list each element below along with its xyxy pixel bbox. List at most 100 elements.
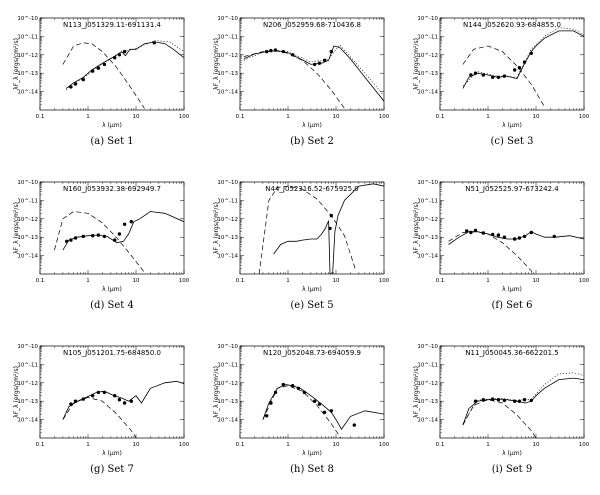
panel-title: N105_J051201.75-684850.0 (63, 349, 161, 357)
alternate-fit-curve (462, 27, 584, 87)
x-tick-label: 100 (179, 442, 190, 448)
best-fit-curve (273, 183, 384, 274)
photometry-point (273, 390, 278, 395)
x-tick-label: 1 (486, 442, 490, 448)
x-axis-label: λ (μm) (502, 286, 522, 293)
photometry-point (491, 232, 495, 237)
best-fit-curve (448, 231, 584, 245)
photometry-point (269, 401, 273, 405)
y-tick-label: 10^-11 (17, 362, 38, 368)
photometry-point (491, 75, 495, 80)
x-axis-label: λ (μm) (502, 122, 522, 129)
panel-caption: (b) Set 2 (290, 136, 334, 147)
panel-title: N51_J052525.97-673242.4 (465, 185, 559, 193)
x-axis-label: λ (μm) (102, 122, 122, 129)
y-axis-label: λF_λ (ergs/cm²/s) (413, 202, 420, 254)
best-fit-curve (462, 377, 584, 426)
photometry-point (69, 238, 73, 242)
plot-data-area (448, 228, 584, 274)
photometry-point (522, 398, 527, 402)
sed-panel: 0.1 1 10 100 10^-14 10^-13 10^-12 10^-11 10^-10 λ… (13, 180, 190, 311)
plot-data-area (462, 27, 584, 107)
sed-panel: 0.1 1 10 100 10^-14 10^-13 10^-12 10^-11 10^-10 λ… (413, 344, 590, 475)
y-tick-label: 10^-10 (217, 16, 238, 22)
plot-data-area (262, 382, 384, 438)
x-tick-label: 10 (533, 278, 540, 284)
photometry-point (329, 49, 333, 54)
sed-panel: 0.1 1 10 100 10^-14 10^-13 10^-12 10^-11 10^-10 λ… (213, 16, 390, 147)
photometry-point (269, 48, 273, 53)
y-tick-label: 10^-14 (17, 254, 38, 260)
x-tick-label: 10 (133, 442, 140, 448)
y-tick-label: 10^-12 (417, 217, 438, 223)
sed-panel: 0.1 1 10 100 10^-14 10^-13 10^-12 10^-11 10^-10 λ… (413, 16, 590, 147)
x-tick-label: 100 (179, 114, 190, 120)
x-tick-label: 10 (333, 442, 340, 448)
y-tick-label: 10^-12 (17, 217, 38, 223)
stellar-photosphere-curve (462, 399, 537, 438)
photometry-point (273, 48, 278, 52)
y-axis-label: λF_λ (ergs/cm²/s) (413, 366, 420, 418)
plot-frame (39, 17, 185, 111)
photometry-point (491, 397, 495, 401)
photometry-point (517, 236, 522, 240)
photometry-point (502, 398, 507, 403)
y-tick-label: 10^-11 (17, 34, 38, 40)
photometry-point (496, 398, 501, 402)
photometry-point (152, 41, 156, 45)
panel-caption: (h) Set 8 (290, 464, 334, 475)
photometry-point (522, 234, 527, 239)
y-tick-label: 10^-11 (417, 362, 438, 368)
photometry-point (322, 58, 327, 62)
y-tick-label: 10^-14 (217, 90, 238, 96)
x-tick-label: 1 (486, 278, 490, 284)
x-tick-label: 1 (86, 278, 90, 284)
panel-title: N160_J053932.38-692949.7 (63, 185, 161, 193)
alternate-fit-curve (65, 40, 184, 90)
y-tick-label: 10^-13 (17, 399, 38, 405)
y-axis-label: λF_λ (ergs/cm²/s) (213, 202, 220, 254)
x-tick-label: 1 (486, 114, 490, 120)
photometry-point (117, 232, 122, 236)
x-tick-label: 100 (179, 278, 190, 284)
x-axis-label: λ (μm) (302, 286, 322, 293)
photometry-point (122, 401, 127, 405)
photometry-point (81, 234, 86, 239)
panel-title: N113_J051329.11-691131.4 (63, 21, 161, 29)
x-axis-label: λ (μm) (302, 450, 322, 457)
stellar-photosphere-curve (262, 385, 342, 438)
stellar-photosphere-curve (462, 45, 545, 107)
x-tick-label: 0.1 (436, 278, 445, 284)
photometry-point (529, 398, 533, 403)
panel-title: N206_J052959.68-710436.8 (263, 21, 361, 29)
photometry-point (352, 423, 356, 427)
y-axis-label: λF_λ (ergs/cm²/s) (413, 38, 420, 90)
photometry-point (496, 233, 501, 237)
photometry-point (129, 220, 133, 224)
x-tick-label: 100 (379, 442, 390, 448)
x-tick-label: 0.1 (236, 114, 245, 120)
y-axis-label: λF_λ (ergs/cm²/s) (213, 366, 220, 418)
panel-caption: (i) Set 9 (492, 464, 533, 475)
y-tick-label: 10^-10 (417, 180, 438, 186)
photometry-point (81, 77, 86, 82)
x-tick-label: 100 (579, 278, 590, 284)
alternate-fit-curve (462, 372, 584, 424)
y-tick-label: 10^-12 (217, 217, 238, 223)
y-tick-label: 10^-11 (417, 34, 438, 40)
y-tick-label: 10^-12 (17, 381, 38, 387)
photometry-point (113, 394, 117, 398)
photometry-point (513, 237, 517, 241)
y-tick-label: 10^-13 (17, 235, 38, 241)
x-tick-label: 100 (379, 114, 390, 120)
x-tick-label: 0.1 (236, 442, 245, 448)
x-tick-label: 10 (533, 442, 540, 448)
x-axis-label: λ (μm) (502, 450, 522, 457)
y-tick-label: 10^-14 (417, 90, 438, 96)
best-fit-curve (62, 380, 184, 420)
photometry-point (329, 409, 333, 413)
stellar-photosphere-curve (62, 397, 137, 438)
photometry-point (329, 213, 333, 218)
panel-caption: (f) Set 6 (491, 300, 532, 311)
photometry-point (73, 82, 78, 86)
